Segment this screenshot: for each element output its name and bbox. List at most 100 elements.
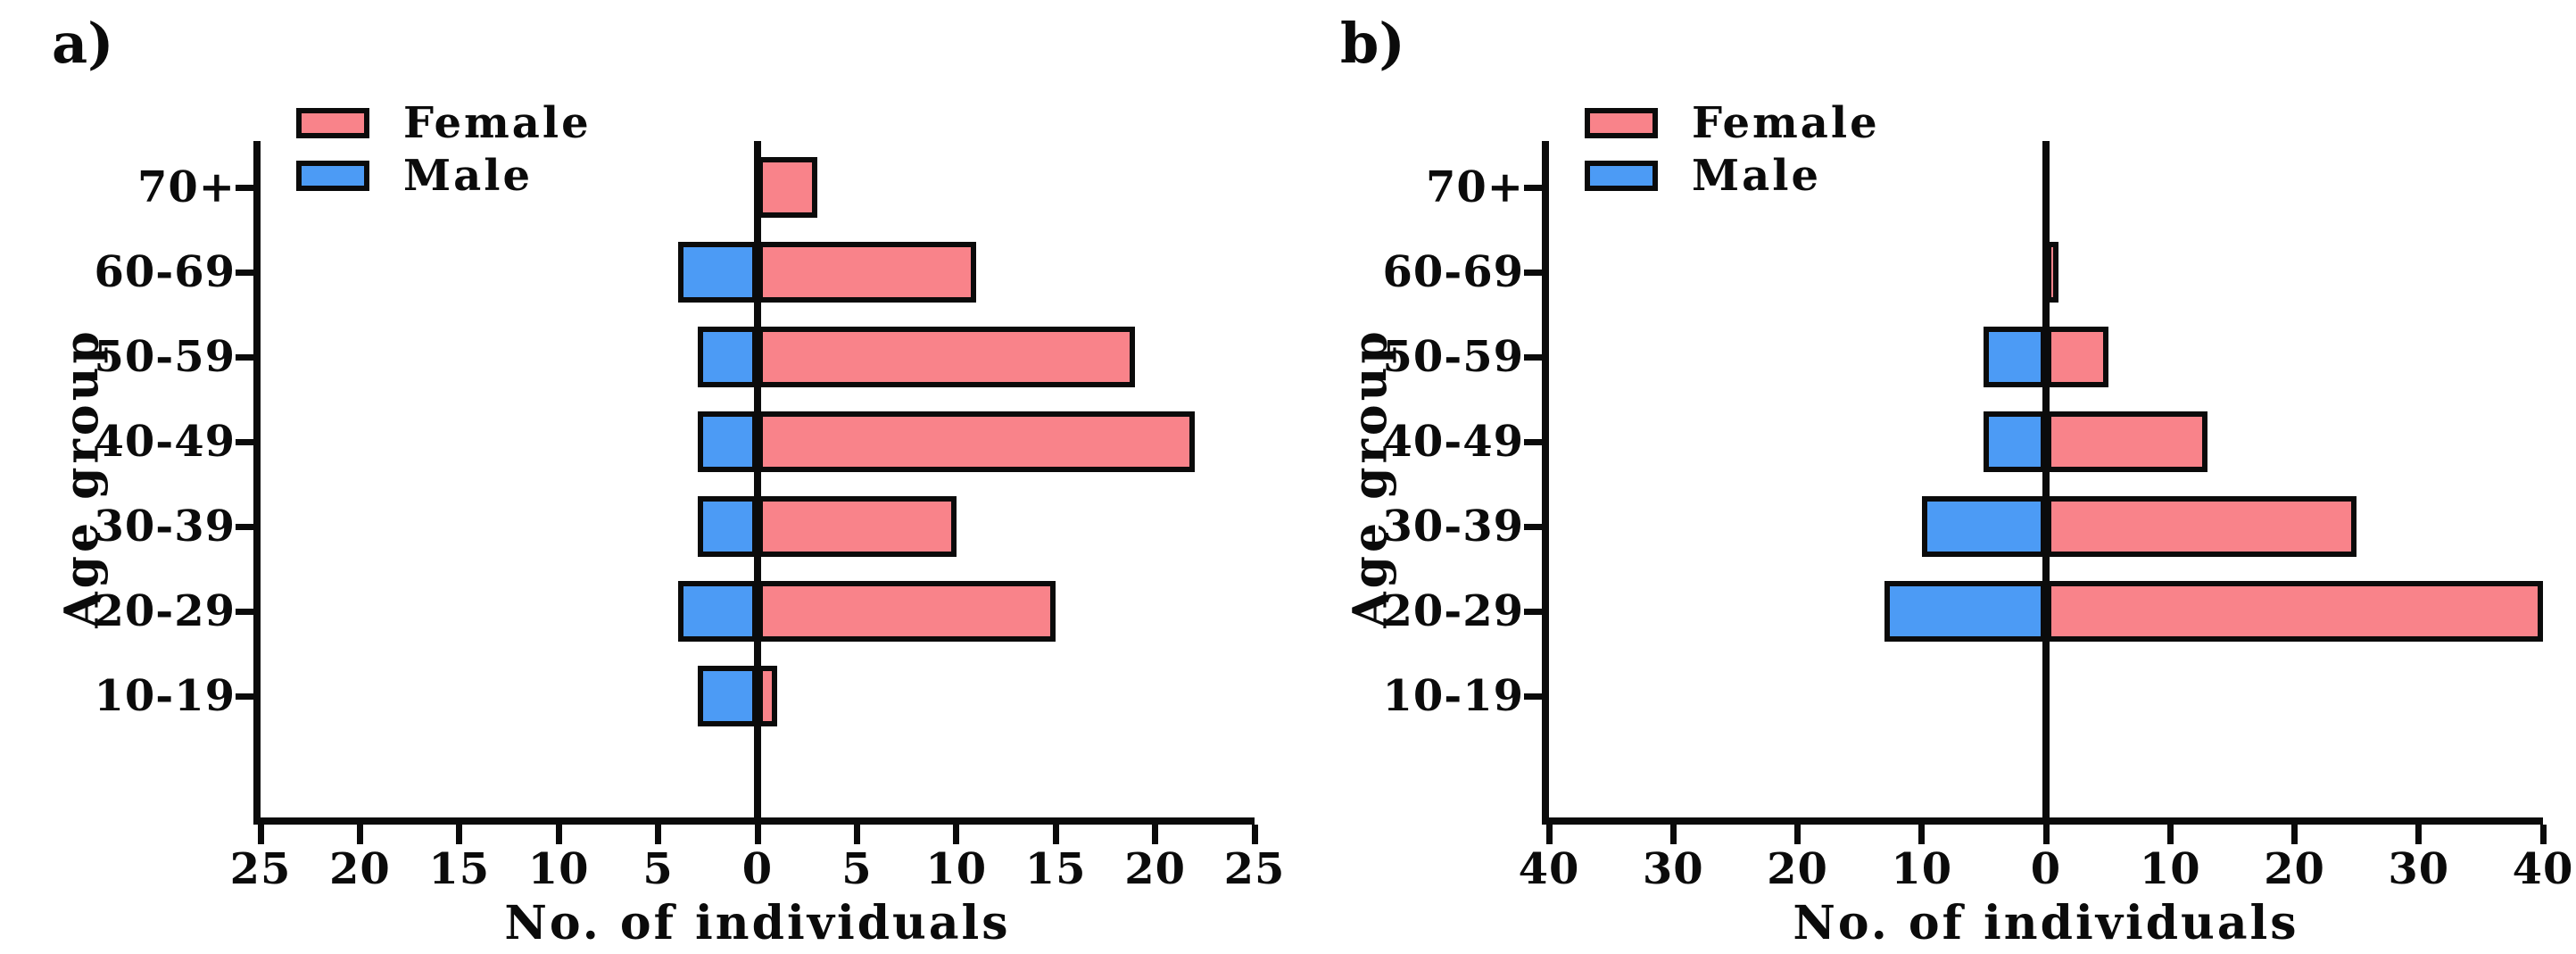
x-tick	[1669, 825, 1677, 844]
x-tick-label: 10	[2139, 844, 2201, 894]
y-tick	[1524, 184, 1542, 191]
panel-b: b) Age group 70+ 60-69 50-59 40-49 30-39 20-29 1…	[1288, 0, 2576, 954]
bar-male-50-59	[1984, 327, 2046, 387]
bar-male-30-39	[1921, 496, 2046, 557]
bar-male-50-59	[698, 327, 758, 387]
age-group-label-40-49: 40-49	[1382, 417, 1524, 467]
panel-a: a) Age group 70+ 60-69 50-59 40-49 30-39 20-29 1…	[52, 11, 1284, 950]
bar-male-30-39	[698, 496, 758, 557]
x-tick	[1251, 825, 1258, 844]
x-tick	[2166, 825, 2174, 844]
x-tick-label: 30	[1642, 844, 1704, 894]
x-axis-title: No. of individuals	[504, 896, 1011, 950]
x-axis-title: No. of individuals	[1793, 896, 2299, 950]
x-tick-label: 20	[1767, 844, 1828, 894]
age-group-label-60-69: 60-69	[1382, 247, 1524, 297]
x-tick-label: 30	[2388, 844, 2450, 894]
y-tick	[236, 269, 253, 276]
bar-female-70plus	[758, 157, 817, 218]
x-tick	[1545, 825, 1553, 844]
bar-female-60-69	[758, 242, 977, 303]
x-tick-label: 0	[741, 844, 774, 894]
x-tick-label: 25	[1223, 844, 1286, 894]
age-group-label-10-19: 10-19	[1382, 671, 1524, 721]
x-tick-label: 20	[1124, 844, 1186, 894]
bar-female-10-19	[758, 666, 778, 726]
age-group-label-20-29: 20-29	[94, 586, 236, 636]
x-tick	[1052, 825, 1059, 844]
bar-male-40-49	[1984, 411, 2046, 472]
x-tick-label: 20	[328, 844, 391, 894]
panel-letter-a: a)	[52, 11, 114, 76]
bar-female-20-29	[2046, 581, 2543, 642]
legend-swatch-male	[1585, 161, 1658, 191]
y-tick	[236, 353, 253, 361]
legend-label-female: Female	[403, 98, 592, 148]
age-group-label-70plus: 70+	[1425, 162, 1524, 212]
zero-baseline	[2042, 141, 2050, 817]
x-tick	[2291, 825, 2298, 844]
x-tick	[853, 825, 860, 844]
age-group-label-30-39: 30-39	[94, 502, 236, 552]
y-tick	[236, 184, 253, 191]
legend-label-male: Male	[1692, 151, 1822, 201]
y-axis-line	[253, 141, 261, 825]
x-tick-label: 40	[2512, 844, 2574, 894]
x-tick-label: 40	[1518, 844, 1580, 894]
x-tick	[456, 825, 463, 844]
y-tick	[1524, 438, 1542, 445]
x-tick-label: 5	[642, 844, 674, 894]
y-axis-line	[1542, 141, 1549, 825]
x-tick	[1918, 825, 1926, 844]
x-tick	[953, 825, 960, 844]
x-axis-line	[253, 817, 1255, 825]
y-tick	[236, 693, 253, 700]
age-group-label-20-29: 20-29	[1382, 586, 1524, 636]
legend-label-female: Female	[1692, 98, 1880, 148]
bar-female-40-49	[2046, 411, 2208, 472]
age-group-label-50-59: 50-59	[1382, 332, 1524, 382]
age-group-label-70plus: 70+	[137, 162, 236, 212]
y-tick	[1524, 608, 1542, 615]
y-tick	[1524, 269, 1542, 276]
x-tick-label: 25	[229, 844, 292, 894]
x-tick	[1794, 825, 1801, 844]
legend-swatch-female	[296, 108, 369, 138]
bar-male-20-29	[677, 581, 758, 642]
x-tick	[2042, 825, 2050, 844]
panel-letter-b: b)	[1340, 11, 1405, 76]
x-tick	[1152, 825, 1159, 844]
legend-label-male: Male	[403, 151, 534, 201]
x-tick-label: 10	[925, 844, 988, 894]
legend-swatch-female	[1585, 108, 1658, 138]
x-tick-label: 10	[527, 844, 590, 894]
age-group-label-50-59: 50-59	[94, 332, 236, 382]
x-tick	[2539, 825, 2547, 844]
x-tick	[2415, 825, 2423, 844]
bar-female-50-59	[2046, 327, 2108, 387]
x-tick	[257, 825, 264, 844]
x-tick-label: 10	[1891, 844, 1953, 894]
bar-male-10-19	[698, 666, 758, 726]
x-tick	[655, 825, 662, 844]
x-tick	[754, 825, 761, 844]
bar-male-60-69	[677, 242, 758, 303]
bar-female-60-69	[2046, 242, 2058, 303]
bar-female-40-49	[758, 411, 1196, 472]
y-tick	[1524, 693, 1542, 700]
zero-baseline	[754, 141, 761, 817]
y-tick	[236, 438, 253, 445]
bar-male-40-49	[698, 411, 758, 472]
age-group-label-10-19: 10-19	[94, 671, 236, 721]
y-tick	[1524, 523, 1542, 530]
y-tick	[1524, 353, 1542, 361]
age-group-label-40-49: 40-49	[94, 417, 236, 467]
x-tick-label: 15	[1024, 844, 1087, 894]
bar-female-50-59	[758, 327, 1136, 387]
y-tick	[236, 523, 253, 530]
x-tick-label: 15	[428, 844, 491, 894]
bar-female-30-39	[2046, 496, 2357, 557]
age-group-label-60-69: 60-69	[94, 247, 236, 297]
y-tick	[236, 608, 253, 615]
